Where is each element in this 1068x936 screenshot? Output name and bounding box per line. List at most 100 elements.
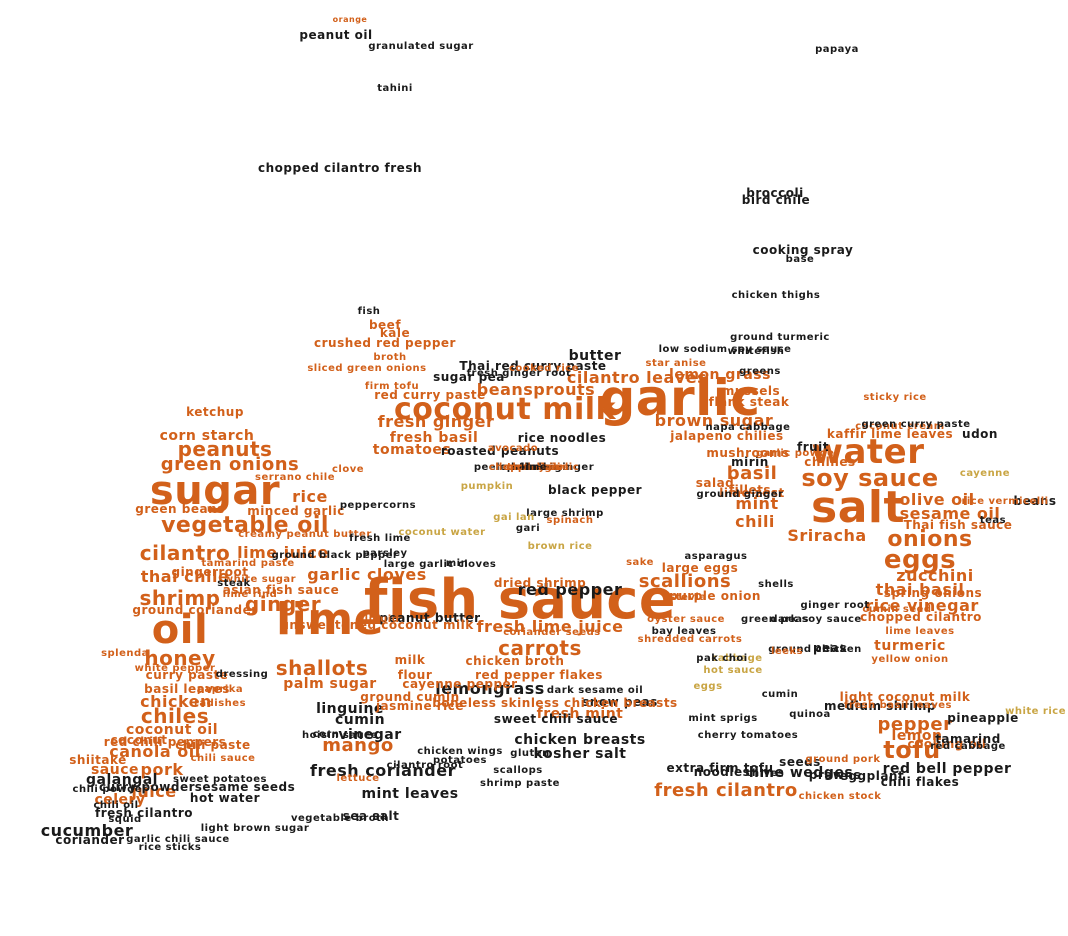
word-shrimp: shrimp xyxy=(139,586,221,610)
word-greens: greens xyxy=(739,366,781,377)
word-chopped-garlic: chopped garlic xyxy=(488,462,580,473)
word-chili-oil: chili oil xyxy=(93,800,139,811)
word-salt: salt xyxy=(811,482,905,533)
word-parsley: parsley xyxy=(362,548,408,559)
word-rice-vermicelli: rice vermicelli xyxy=(961,496,1049,507)
word-sticky-rice: sticky rice xyxy=(863,392,927,403)
word-scallions: scallions xyxy=(638,571,732,592)
word-brown-sugar: brown sugar xyxy=(654,411,774,430)
word-large-shrimp: large shrimp xyxy=(526,508,604,519)
word-salmon: salmon xyxy=(512,462,556,473)
word-coconut-oil: coconut oil xyxy=(125,722,219,738)
word-green-onions: green onions xyxy=(160,454,300,475)
word-chopped-cilantro: chopped cilantro xyxy=(860,610,982,624)
word-zucchini: zucchini xyxy=(896,566,974,585)
word-red-chili-peppers: red chili peppers xyxy=(103,735,227,749)
word-boneless-skinless-chicken-breasts: boneless skinless chicken breasts xyxy=(432,696,678,710)
word-gingerroot: gingerroot xyxy=(171,565,249,579)
word-chicken-stock: chicken stock xyxy=(798,791,882,802)
word-red-pepper-flakes: red pepper flakes xyxy=(475,668,603,682)
word-brown-rice: brown rice xyxy=(527,541,593,552)
word-garlic: garlic xyxy=(599,369,761,427)
word-ground-coriander: ground coriander xyxy=(132,603,258,617)
word-fresh-mint: fresh mint xyxy=(536,706,624,722)
word-lettuce: lettuce xyxy=(336,773,380,784)
word-dried-shrimp: dried shrimp xyxy=(493,576,587,590)
word-coconut-milk: coconut milk xyxy=(393,392,617,427)
word-rice: rice xyxy=(292,487,328,506)
word-napa-cabbage: napa cabbage xyxy=(705,422,791,433)
word-kale: kale xyxy=(379,326,411,340)
word-sweet-potatoes: sweet potatoes xyxy=(173,774,267,785)
word-granulated-sugar: granulated sugar xyxy=(368,41,474,52)
word-liquid: liquid xyxy=(364,614,400,625)
word-vegetable-broth: vegetable broth xyxy=(291,813,389,824)
word-lemongrass: lemongrass xyxy=(435,679,545,698)
word-rice-vinegar: rice vinegar xyxy=(865,596,979,615)
word-thai-red-curry-paste: Thai red curry paste xyxy=(459,359,607,373)
word-cucumber: cucumber xyxy=(40,821,134,840)
word-corn-starch: corn starch xyxy=(159,428,255,444)
word-celery: celery xyxy=(94,792,146,808)
word-chicken-breasts: chicken breasts xyxy=(514,732,646,748)
word-fresh-lime-juice: fresh lime juice xyxy=(476,617,624,636)
word-olive-oil: olive oil xyxy=(899,490,975,509)
word-purple-onion: purple onion xyxy=(669,589,761,603)
word-roasted-peanuts: roasted peanuts xyxy=(440,444,560,458)
word-green-peas: green peas xyxy=(741,614,809,625)
word-jasmine-rice: jasmine rice xyxy=(375,699,465,713)
word-chillies: chillies xyxy=(804,455,856,469)
word-thai-chile: thai chile xyxy=(140,567,230,586)
word-avocado: avocado xyxy=(487,443,539,454)
word-ground-ginger: ground ginger xyxy=(696,489,784,500)
word-chives: chives xyxy=(745,768,785,779)
word-firm-tofu: firm tofu xyxy=(364,381,420,392)
word-pork-loin: pork loin xyxy=(506,462,562,473)
word-fresh-lime: fresh lime xyxy=(349,533,411,544)
word-thai-fish-sauce: Thai fish sauce xyxy=(903,518,1013,532)
word-mirin: mirin xyxy=(731,455,769,469)
word-red-cabbage: red cabbage xyxy=(930,741,1006,752)
word-sugar-pea: sugar pea xyxy=(433,370,505,384)
word-ground-black-pepper: ground black pepper xyxy=(271,550,399,561)
word-chili: chili xyxy=(735,512,775,531)
word-extra-firm-tofu: extra firm tofu xyxy=(666,761,774,775)
word-white-pepper: white pepper xyxy=(134,663,216,674)
word-cumin: cumin xyxy=(761,689,799,700)
word-potatoes: potatoes xyxy=(433,755,487,766)
word-quinoa: quinoa xyxy=(789,709,831,720)
word-sweet-chili-sauce: sweet chili sauce xyxy=(493,712,619,726)
word-large-garlic-cloves: large garlic cloves xyxy=(383,559,497,570)
word-sesame-oil: sesame oil xyxy=(899,504,1001,523)
word-fish: fish xyxy=(357,306,381,317)
word-scallops: scallops xyxy=(493,765,543,776)
word-chicken-broth: chicken broth xyxy=(465,654,565,668)
word-stevia: stevia xyxy=(669,592,707,603)
word-lime-zest: lime zest xyxy=(719,486,785,500)
word-low-sodium-soy-sauce: low sodium soy sauce xyxy=(658,344,792,355)
word-cherry-tomatoes: cherry tomatoes xyxy=(697,730,799,741)
word-sauce: sauce xyxy=(90,762,140,778)
word-splenda: splenda xyxy=(101,648,149,659)
word-shallots: shallots xyxy=(275,656,369,680)
word-lime: lime xyxy=(276,594,384,645)
word-sugar: sugar xyxy=(149,468,281,514)
word-chicken-wings: chicken wings xyxy=(417,746,503,757)
word-chili-paste: chili paste xyxy=(175,738,251,752)
word-peeled-fresh-ginger: peeled fresh ginger xyxy=(473,462,595,473)
word-beans: beans xyxy=(1013,494,1057,508)
word-orange: orange xyxy=(332,15,368,24)
word-black-pepper: black pepper xyxy=(547,483,643,497)
word-cooked-rice: cooked rice xyxy=(508,363,580,374)
word-ground-pork: ground pork xyxy=(805,754,881,765)
word-shrimp-paste: shrimp paste xyxy=(480,778,560,789)
word-fruit: fruit xyxy=(796,440,830,454)
word-chili-flakes: chili flakes xyxy=(880,775,960,789)
word-tamarind: tamarind xyxy=(935,732,1001,746)
word-sriracha: Sriracha xyxy=(787,526,867,545)
word-peanut-butter: peanut butter xyxy=(379,611,481,625)
word-shredded-carrots: shredded carrots xyxy=(637,634,743,645)
word-canola-oil: canola oil xyxy=(109,742,201,761)
word-coriander: coriander xyxy=(55,833,125,847)
word-cabbage: cabbage xyxy=(711,653,763,664)
